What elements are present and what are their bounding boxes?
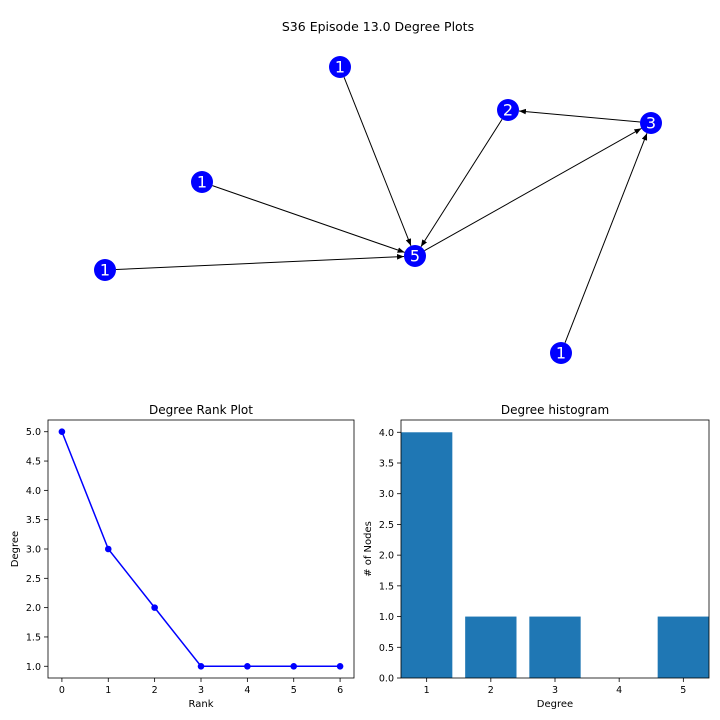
histogram-bar	[401, 432, 453, 678]
graph-node-label: 1	[197, 173, 207, 192]
graph-node-circle	[404, 245, 426, 267]
histogram-bars	[401, 432, 709, 678]
graph-edge	[420, 119, 503, 247]
graph-node-circle	[640, 112, 662, 134]
hist-x-tick-label: 3	[552, 685, 558, 696]
rank-data-point	[244, 662, 251, 670]
rank-x-tick-label: 2	[152, 685, 158, 696]
rank-y-tick-label: 5.0	[26, 427, 41, 438]
graph-node-circle	[94, 259, 116, 281]
rank-y-tick-label: 4.0	[26, 486, 41, 497]
graph-edge	[564, 133, 648, 343]
rank-data-point	[290, 662, 298, 670]
histogram-bar	[529, 616, 581, 678]
histogram-y-label: # of Nodes	[363, 521, 374, 577]
rank-plot-axes-frame	[47, 419, 355, 679]
rank-x-tick-label: 4	[244, 685, 250, 696]
rank-x-tick-label: 5	[291, 685, 297, 696]
graph-node: 1	[329, 56, 351, 78]
rank-plot-title: Degree Rank Plot	[149, 403, 253, 417]
graph-node: 3	[640, 112, 662, 134]
hist-y-tick-label: 1.5	[379, 581, 394, 592]
graph-node-circle	[550, 342, 572, 364]
graph-edge	[424, 127, 642, 252]
rank-plot-points	[58, 428, 344, 670]
hist-x-tick-label: 1	[424, 685, 430, 696]
rank-y-tick-label: 4.5	[26, 457, 41, 468]
graph-node: 1	[94, 259, 116, 281]
rank-y-tick-label: 3.0	[26, 545, 41, 556]
degree-histogram: Degree histogram 1 2 3 4 5 0.0 0.5 1.0 1.5 2.0 2.…	[363, 403, 710, 710]
graph-node-label: 1	[556, 344, 566, 363]
graph-node-label: 1	[100, 261, 110, 280]
degree-rank-plot: Degree Rank Plot 0 1 2 3 4 5 6 1.0 1.5 2.0 2.5 3.0…	[10, 403, 355, 710]
rank-y-tick-label: 2.5	[26, 574, 41, 585]
graph-node-label: 5	[410, 247, 420, 266]
graph-node-label: 2	[503, 101, 513, 120]
graph-node: 2	[497, 99, 519, 121]
rank-x-tick-label: 1	[105, 685, 111, 696]
rank-plot-x-ticks: 0 1 2 3 4 5 6	[59, 678, 343, 696]
graph-node-label: 3	[646, 114, 656, 133]
rank-plot-y-label: Degree	[10, 531, 21, 567]
figure-title: S36 Episode 13.0 Degree Plots	[282, 19, 474, 34]
hist-y-tick-label: 4.0	[379, 428, 394, 439]
hist-y-tick-label: 2.5	[379, 520, 394, 531]
network-nodes: 1 2 3 1 1 5 1	[94, 56, 662, 364]
graph-node: 1	[191, 171, 213, 193]
rank-data-point	[336, 662, 344, 670]
graph-node-circle	[497, 99, 519, 121]
rank-y-tick-label: 1.5	[26, 632, 41, 643]
graph-edge	[518, 108, 641, 123]
hist-y-tick-label: 2.0	[379, 551, 394, 562]
graph-edge	[343, 77, 412, 246]
histogram-title: Degree histogram	[501, 403, 609, 417]
histogram-x-ticks: 1 2 3 4 5	[424, 678, 686, 696]
rank-plot-line	[61, 431, 341, 668]
rank-x-tick-label: 6	[337, 685, 343, 696]
histogram-bar	[657, 616, 709, 678]
rank-plot-x-label: Rank	[189, 699, 214, 710]
rank-data-point	[104, 545, 112, 553]
histogram-y-ticks: 0.0 0.5 1.0 1.5 2.0 2.5 3.0 3.5 4.0	[379, 428, 401, 685]
graph-node: 1	[550, 342, 572, 364]
rank-data-point	[197, 662, 205, 670]
graph-node: 5	[404, 245, 426, 267]
network-graph: 1 2 3 1 1 5 1	[94, 56, 662, 364]
graph-node-label: 1	[335, 58, 345, 77]
graph-edge	[115, 254, 405, 271]
rank-y-tick-label: 2.0	[26, 603, 41, 614]
rank-x-tick-label: 3	[198, 685, 204, 696]
rank-y-tick-label: 1.0	[26, 662, 41, 673]
hist-y-tick-label: 3.5	[379, 459, 394, 470]
hist-y-tick-label: 1.0	[379, 612, 394, 623]
network-edges	[115, 77, 648, 343]
histogram-x-label: Degree	[537, 699, 573, 710]
hist-x-tick-label: 4	[616, 685, 622, 696]
hist-y-tick-label: 3.0	[379, 489, 394, 500]
histogram-bar	[465, 616, 517, 678]
graph-node-circle	[191, 171, 213, 193]
hist-y-tick-label: 0.5	[379, 643, 394, 654]
rank-x-tick-label: 0	[59, 685, 65, 696]
rank-data-point	[58, 428, 66, 436]
hist-x-tick-label: 2	[488, 685, 494, 696]
hist-x-tick-label: 5	[680, 685, 686, 696]
graph-edge	[212, 185, 405, 253]
graph-node-circle	[329, 56, 351, 78]
hist-y-tick-label: 0.0	[379, 674, 394, 685]
rank-y-tick-label: 3.5	[26, 515, 41, 526]
rank-data-point	[151, 604, 158, 611]
rank-plot-y-ticks: 1.0 1.5 2.0 2.5 3.0 3.5 4.0 4.5 5.0	[26, 427, 48, 673]
